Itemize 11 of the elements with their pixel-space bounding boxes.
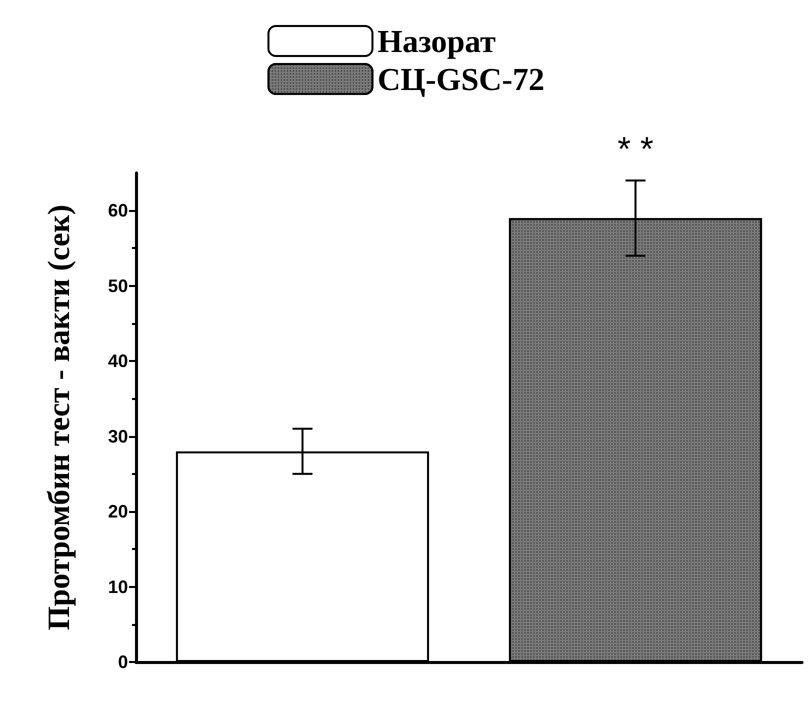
y-tick-label: 50 xyxy=(108,276,128,296)
y-tick-label: 0 xyxy=(118,652,128,672)
legend-label: СЦ-GSC-72 xyxy=(377,61,545,97)
y-axis-title: Протромбин тест - вакти (сек) xyxy=(41,204,76,630)
y-tick-label: 60 xyxy=(108,200,128,221)
y-tick-label: 10 xyxy=(108,576,128,597)
y-tick-label: 40 xyxy=(108,351,128,372)
y-tick-label: 20 xyxy=(108,502,128,522)
text: * * xyxy=(618,130,654,169)
y-tick-label: 30 xyxy=(108,426,128,446)
legend-label: Назорат xyxy=(377,23,496,59)
